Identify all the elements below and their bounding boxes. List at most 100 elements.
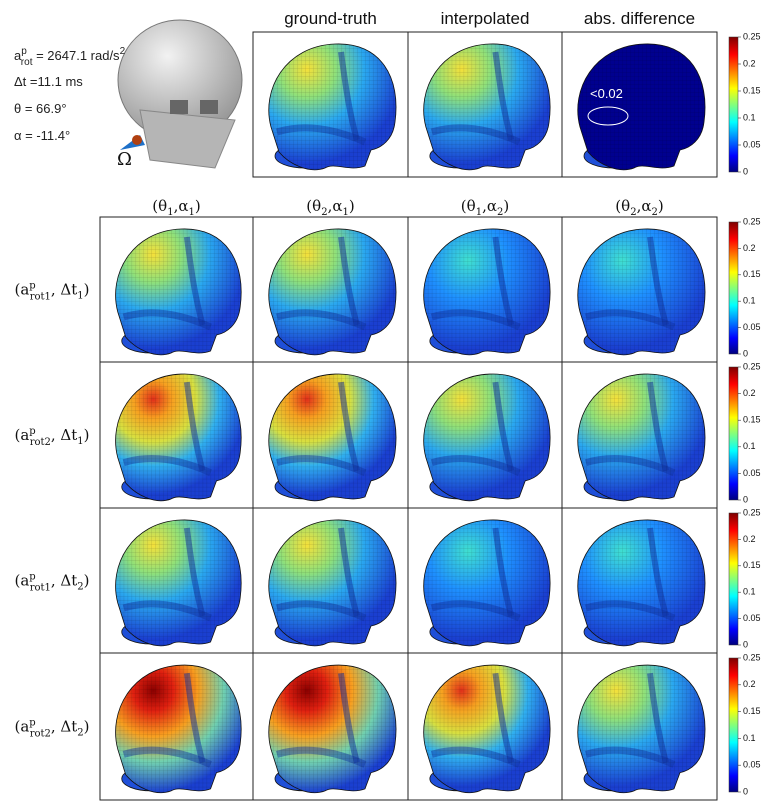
colorbar-tick-label: 0.15: [743, 560, 761, 570]
label-part: ): [503, 197, 509, 215]
label-part: rot2: [30, 729, 51, 740]
brain-panel: [423, 373, 551, 502]
mesh: [577, 43, 706, 170]
label-part: ,α: [174, 197, 189, 215]
colorbar-tick-label: 0.25: [743, 31, 761, 41]
mesh: [423, 374, 551, 501]
colorbar-tick-label: 0.1: [743, 441, 756, 451]
label-part: 2: [77, 728, 83, 739]
colorbar: [728, 221, 739, 355]
rich-label: (ap rot2, Δt2): [14, 718, 89, 740]
colorbar-tick-label: 0.2: [743, 243, 756, 253]
label-part: ): [349, 197, 355, 215]
mesh: [577, 665, 706, 793]
mesh: [577, 374, 706, 501]
brain-panel: [423, 519, 551, 647]
mesh: [423, 43, 551, 170]
label-part: rot1: [30, 583, 51, 594]
label-part: ): [84, 281, 90, 299]
label-part: , Δt: [51, 718, 77, 736]
label-part: p: [21, 46, 27, 57]
label-part: 1: [188, 207, 194, 218]
colorbar-tick-label: 0.1: [743, 296, 756, 306]
brain-panel: [115, 373, 242, 502]
label-part: ): [195, 197, 201, 215]
colorbar-tick-label: 0: [743, 639, 748, 649]
label-part: 1: [77, 436, 83, 447]
label-part: (θ: [461, 197, 476, 215]
colorbar-tick-label: 0.1: [743, 587, 756, 597]
label-part: ): [84, 718, 90, 736]
label-part: rot1: [30, 292, 51, 303]
label-part: rot2: [30, 437, 51, 448]
brain-panel: [268, 228, 397, 356]
label-part: , Δt: [51, 572, 77, 590]
label-part: (a: [14, 426, 29, 444]
label-part: ): [84, 572, 90, 590]
param-alpha: α = -11.4°: [14, 128, 70, 143]
colorbar-tick-label: 0.25: [743, 652, 761, 662]
top-title: interpolated: [441, 9, 530, 28]
rich-label: (θ2,α1): [306, 197, 354, 218]
colorbar-tick-label: 0.15: [743, 85, 761, 95]
mesh: [115, 519, 242, 646]
colorbar-tick-label: 0: [743, 494, 748, 504]
label-part: 1: [476, 207, 482, 218]
label-part: (θ: [152, 197, 167, 215]
mesh: [423, 665, 551, 793]
colorbar-tick-label: 0.15: [743, 706, 761, 716]
colorbar-tick-label: 0.05: [743, 760, 761, 770]
mesh: [268, 228, 397, 355]
colorbar-tick-label: 0.05: [743, 322, 761, 332]
mesh: [115, 228, 242, 355]
colorbar-tick-label: 0.25: [743, 361, 761, 371]
colorbar: [728, 657, 739, 793]
brain-panel: [577, 519, 706, 647]
label-part: 1: [167, 207, 173, 218]
colorbar-tick-label: 0.15: [743, 415, 761, 425]
label-part: 2: [77, 582, 83, 593]
colorbar: [728, 36, 739, 173]
brain-panel: [577, 664, 706, 794]
colorbar-tick-label: 0: [743, 348, 748, 358]
label-part: 2: [120, 46, 126, 57]
rich-label: (ap rot2, Δt1): [14, 426, 89, 448]
colorbar-tick-label: 0.05: [743, 613, 761, 623]
colorbar-tick-label: 0.2: [743, 534, 756, 544]
mesh: [577, 228, 706, 355]
label-part: a: [14, 48, 22, 63]
label-part: ): [84, 426, 90, 444]
colorbar-tick-label: 0.2: [743, 679, 756, 689]
label-part: 1: [342, 207, 348, 218]
brain-panel: [268, 664, 397, 794]
colorbar-tick-label: 0.15: [743, 269, 761, 279]
colorbar: [728, 366, 739, 501]
colorbar-tick-label: 0: [743, 786, 748, 796]
highlight-ellipse: [587, 106, 629, 126]
brain-panel: [423, 43, 551, 171]
mesh: [577, 519, 706, 646]
label-part: (a: [14, 572, 29, 590]
mesh: [268, 519, 397, 646]
mesh: [115, 374, 242, 501]
label-part: (θ: [615, 197, 630, 215]
rich-label: (θ1,α2): [461, 197, 509, 218]
label-part: , Δt: [51, 426, 77, 444]
omega-label: Ω: [117, 149, 132, 170]
colorbar-tick-label: 0.1: [743, 733, 756, 743]
colorbar-tick-label: 0.1: [743, 112, 756, 122]
mesh: [423, 228, 551, 355]
label-part: (θ: [306, 197, 321, 215]
mesh: [268, 43, 397, 170]
label-part: p: [29, 718, 35, 729]
rich-label: (ap rot1, Δt2): [14, 572, 89, 594]
colorbar-tick-label: 0: [743, 166, 748, 176]
top-frame: [252, 31, 718, 178]
param-dt: Δt =11.1 ms: [14, 74, 83, 89]
mesh: [115, 665, 242, 793]
label-part: (a: [14, 718, 29, 736]
brain-panel: [268, 519, 397, 647]
label-part: 2: [497, 207, 503, 218]
mesh: [268, 665, 397, 793]
